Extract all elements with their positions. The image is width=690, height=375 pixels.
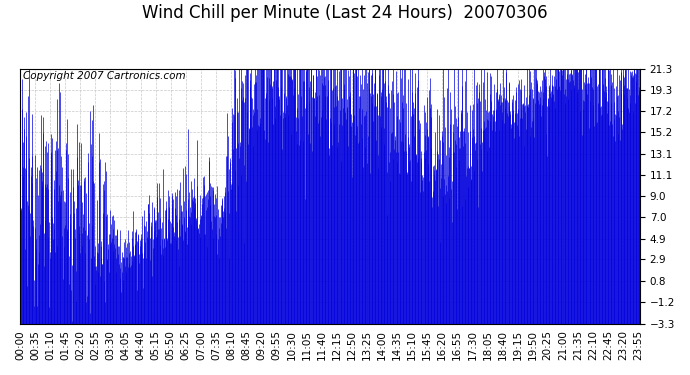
Text: Wind Chill per Minute (Last 24 Hours)  20070306: Wind Chill per Minute (Last 24 Hours) 20… — [142, 4, 548, 22]
Text: Copyright 2007 Cartronics.com: Copyright 2007 Cartronics.com — [23, 71, 186, 81]
